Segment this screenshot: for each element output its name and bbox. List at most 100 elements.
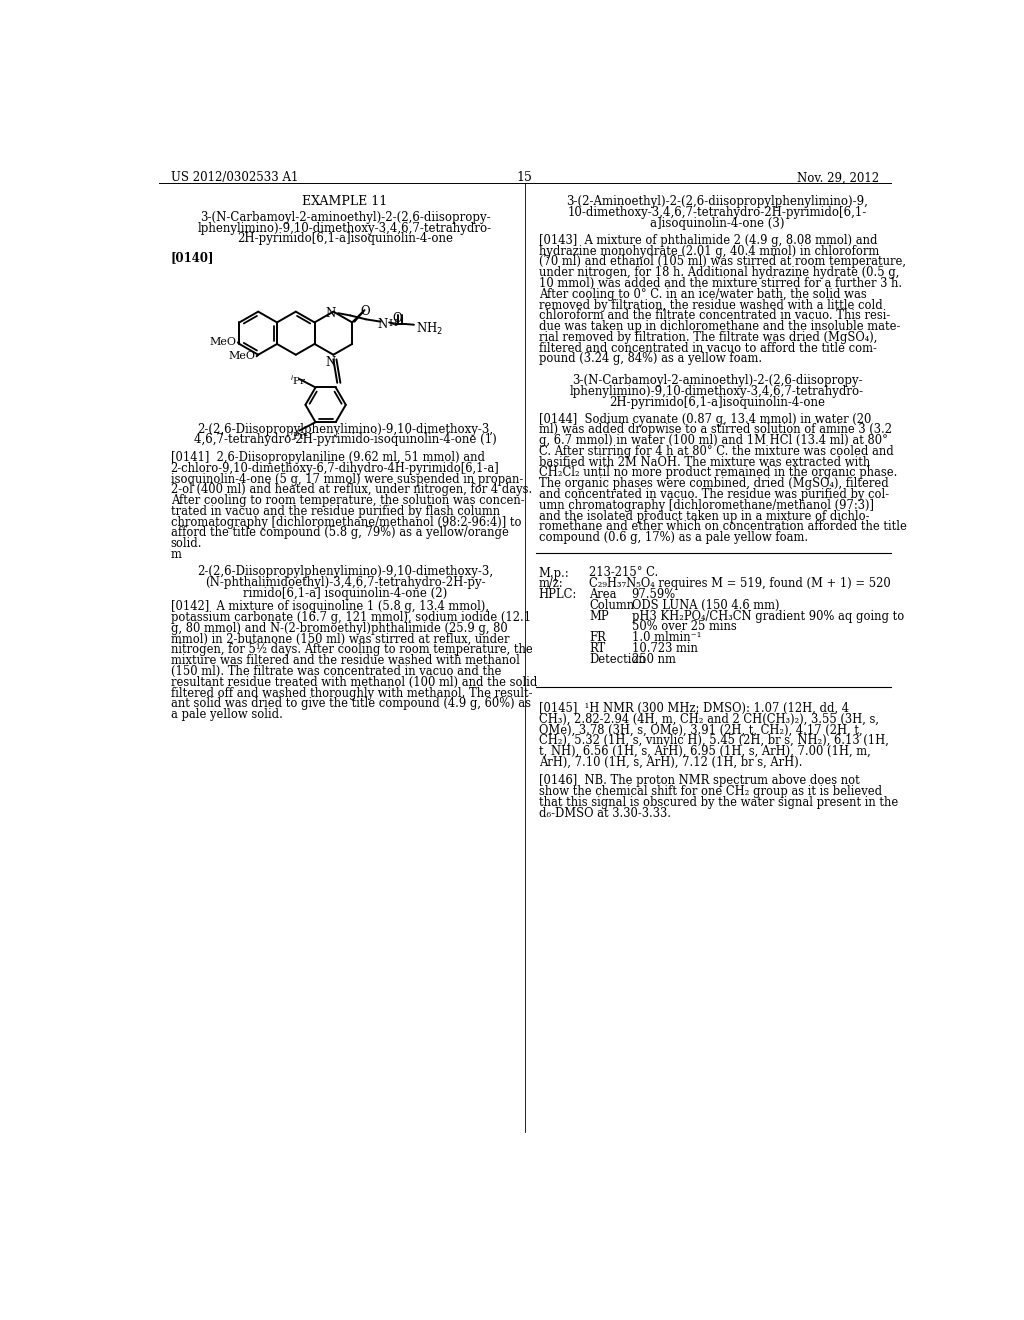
Text: m: m — [171, 548, 181, 561]
Text: pH3 KH₂PO₄/CH₃CN gradient 90% aq going to: pH3 KH₂PO₄/CH₃CN gradient 90% aq going t… — [632, 610, 904, 623]
Text: 4,6,7-tetrahydro-2H-pyrimido-isoquinolin-4-one (1): 4,6,7-tetrahydro-2H-pyrimido-isoquinolin… — [194, 433, 497, 446]
Text: a]isoquinolin-4-one (3): a]isoquinolin-4-one (3) — [650, 216, 784, 230]
Text: hydrazine monohydrate (2.01 g, 40.4 mmol) in chloroform: hydrazine monohydrate (2.01 g, 40.4 mmol… — [539, 244, 879, 257]
Text: [0142]  A mixture of isoquinoline 1 (5.8 g, 13.4 mmol),: [0142] A mixture of isoquinoline 1 (5.8 … — [171, 601, 488, 614]
Text: chromatography [dichloromethane/methanol (98:2-96:4)] to: chromatography [dichloromethane/methanol… — [171, 516, 521, 529]
Text: isoquinolin-4-one (5 g, 17 mmol) were suspended in propan-: isoquinolin-4-one (5 g, 17 mmol) were su… — [171, 473, 523, 486]
Text: mmol) in 2-butanone (150 ml) was stirred at reflux, under: mmol) in 2-butanone (150 ml) was stirred… — [171, 632, 509, 645]
Text: filtered and concentrated in vacuo to afford the title com-: filtered and concentrated in vacuo to af… — [539, 342, 877, 355]
Text: [0144]  Sodium cyanate (0.87 g, 13.4 mmol) in water (20: [0144] Sodium cyanate (0.87 g, 13.4 mmol… — [539, 412, 871, 425]
Text: basified with 2M NaOH. The mixture was extracted with: basified with 2M NaOH. The mixture was e… — [539, 455, 870, 469]
Text: rimido[6,1-a] isoquinolin-4-one (2): rimido[6,1-a] isoquinolin-4-one (2) — [243, 586, 447, 599]
Text: g, 6.7 mmol) in water (100 ml) and 1M HCl (13.4 ml) at 80°: g, 6.7 mmol) in water (100 ml) and 1M HC… — [539, 434, 888, 447]
Text: NH$_2$: NH$_2$ — [416, 321, 442, 337]
Text: (N-phthalimidoethyl)-3,4,6,7-tetrahydro-2H-py-: (N-phthalimidoethyl)-3,4,6,7-tetrahydro-… — [205, 576, 485, 589]
Text: C₂₉H₃₇N₅O₄ requires M = 519, found (M + 1) = 520: C₂₉H₃₇N₅O₄ requires M = 519, found (M + … — [589, 577, 891, 590]
Text: rial removed by filtration. The filtrate was dried (MgSO₄),: rial removed by filtration. The filtrate… — [539, 331, 878, 345]
Text: [0141]  2,6-Diisopropylaniline (9.62 ml, 51 mmol) and: [0141] 2,6-Diisopropylaniline (9.62 ml, … — [171, 451, 484, 465]
Text: nitrogen, for 5½ days. After cooling to room temperature, the: nitrogen, for 5½ days. After cooling to … — [171, 644, 532, 656]
Text: 2-(2,6-Diisopropylphenylimino)-9,10-dimethoxy-3,: 2-(2,6-Diisopropylphenylimino)-9,10-dime… — [197, 422, 494, 436]
Text: The organic phases were combined, dried (MgSO₄), filtered: The organic phases were combined, dried … — [539, 478, 889, 490]
Text: romethane and ether which on concentration afforded the title: romethane and ether which on concentrati… — [539, 520, 906, 533]
Text: C. After stirring for 4 h at 80° C. the mixture was cooled and: C. After stirring for 4 h at 80° C. the … — [539, 445, 894, 458]
Text: After cooling to 0° C. in an ice/water bath, the solid was: After cooling to 0° C. in an ice/water b… — [539, 288, 866, 301]
Text: due was taken up in dichloromethane and the insoluble mate-: due was taken up in dichloromethane and … — [539, 321, 900, 333]
Text: Column: Column — [589, 599, 634, 612]
Text: ant solid was dried to give the title compound (4.9 g, 60%) as: ant solid was dried to give the title co… — [171, 697, 530, 710]
Text: Nov. 29, 2012: Nov. 29, 2012 — [797, 172, 879, 185]
Text: MeO: MeO — [209, 337, 237, 347]
Text: M.p.:: M.p.: — [539, 566, 569, 579]
Text: g, 80 mmol) and N-(2-bromoethyl)phthalimide (25.9 g, 80: g, 80 mmol) and N-(2-bromoethyl)phthalim… — [171, 622, 507, 635]
Text: solid.: solid. — [171, 537, 202, 550]
Text: compound (0.6 g, 17%) as a pale yellow foam.: compound (0.6 g, 17%) as a pale yellow f… — [539, 531, 808, 544]
Text: O: O — [392, 312, 401, 325]
Text: 3-(N-Carbamoyl-2-aminoethyl)-2-(2,6-diisopropy-: 3-(N-Carbamoyl-2-aminoethyl)-2-(2,6-diis… — [571, 374, 862, 387]
Text: removed by filtration, the residue washed with a little cold: removed by filtration, the residue washe… — [539, 298, 883, 312]
Text: ml) was added dropwise to a stirred solution of amine 3 (3.2: ml) was added dropwise to a stirred solu… — [539, 424, 892, 437]
Text: filtered off and washed thoroughly with methanol. The result-: filtered off and washed thoroughly with … — [171, 686, 532, 700]
Text: N: N — [326, 308, 336, 319]
Text: under nitrogen, for 18 h. Additional hydrazine hydrate (0.5 g,: under nitrogen, for 18 h. Additional hyd… — [539, 267, 899, 280]
Text: umn chromatography [dichloromethane/methanol (97:3)]: umn chromatography [dichloromethane/meth… — [539, 499, 873, 512]
Text: FR: FR — [589, 631, 606, 644]
Text: $^i$Pr: $^i$Pr — [290, 428, 306, 442]
Text: 10.723 min: 10.723 min — [632, 642, 697, 655]
Text: 2-(2,6-Diisopropylphenylimino)-9,10-dimethoxy-3,: 2-(2,6-Diisopropylphenylimino)-9,10-dime… — [197, 565, 494, 578]
Text: (70 ml) and ethanol (105 ml) was stirred at room temperature,: (70 ml) and ethanol (105 ml) was stirred… — [539, 256, 906, 268]
Text: ODS LUNA (150 4.6 mm): ODS LUNA (150 4.6 mm) — [632, 599, 779, 612]
Text: d₆-DMSO at 3.30-3.33.: d₆-DMSO at 3.30-3.33. — [539, 807, 671, 820]
Text: ArH), 7.10 (1H, s, ArH), 7.12 (1H, br s, ArH).: ArH), 7.10 (1H, s, ArH), 7.12 (1H, br s,… — [539, 756, 802, 770]
Text: 50% over 25 mins: 50% over 25 mins — [632, 620, 736, 634]
Text: a pale yellow solid.: a pale yellow solid. — [171, 708, 283, 721]
Text: 1.0 mlmin⁻¹: 1.0 mlmin⁻¹ — [632, 631, 701, 644]
Text: 10-dimethoxy-3,4,6,7-tetrahydro-2H-pyrimido[6,1-: 10-dimethoxy-3,4,6,7-tetrahydro-2H-pyrim… — [567, 206, 866, 219]
Text: [0145]  ¹H NMR (300 MHz; DMSO): 1.07 (12H, dd, 4: [0145] ¹H NMR (300 MHz; DMSO): 1.07 (12H… — [539, 702, 849, 715]
Text: lphenylimino)-9,10-dimethoxy-3,4,6,7-tetrahydro-: lphenylimino)-9,10-dimethoxy-3,4,6,7-tet… — [198, 222, 493, 235]
Text: OMe), 3.78 (3H, s, OMe), 3.91 (2H, t, CH₂), 4.17 (2H, t,: OMe), 3.78 (3H, s, OMe), 3.91 (2H, t, CH… — [539, 723, 862, 737]
Text: MeO: MeO — [228, 351, 255, 360]
Text: trated in vacuo and the residue purified by flash column: trated in vacuo and the residue purified… — [171, 506, 500, 517]
Text: US 2012/0302533 A1: US 2012/0302533 A1 — [171, 172, 298, 185]
Text: CH₂), 5.32 (1H, s, vinylic H), 5.45 (2H, br s, NH₂), 6.13 (1H,: CH₂), 5.32 (1H, s, vinylic H), 5.45 (2H,… — [539, 734, 889, 747]
Text: lphenylimino)-9,10-dimethoxy-3,4,6,7-tetrahydro-: lphenylimino)-9,10-dimethoxy-3,4,6,7-tet… — [570, 385, 864, 397]
Text: 3-(2-Aminoethyl)-2-(2,6-diisopropylphenylimino)-9,: 3-(2-Aminoethyl)-2-(2,6-diisopropylpheny… — [566, 195, 868, 209]
Text: and concentrated in vacuo. The residue was purified by col-: and concentrated in vacuo. The residue w… — [539, 488, 889, 502]
Text: 2-chloro-9,10-dimethoxy-6,7-dihydro-4H-pyrimido[6,1-a]: 2-chloro-9,10-dimethoxy-6,7-dihydro-4H-p… — [171, 462, 500, 475]
Text: 10 mmol) was added and the mixture stirred for a further 3 h.: 10 mmol) was added and the mixture stirr… — [539, 277, 902, 290]
Text: mixture was filtered and the residue washed with methanol: mixture was filtered and the residue was… — [171, 655, 519, 668]
Text: N: N — [326, 356, 336, 370]
Text: 2H-pyrimido[6,1-a]isoquinolin-4-one: 2H-pyrimido[6,1-a]isoquinolin-4-one — [609, 396, 825, 409]
Text: EXAMPLE 11: EXAMPLE 11 — [302, 195, 388, 209]
Text: show the chemical shift for one CH₂ group as it is believed: show the chemical shift for one CH₂ grou… — [539, 785, 882, 799]
Text: 2-ol (400 ml) and heated at reflux, under nitrogen, for 4 days.: 2-ol (400 ml) and heated at reflux, unde… — [171, 483, 531, 496]
Text: [0140]: [0140] — [171, 251, 214, 264]
Text: RT: RT — [589, 642, 605, 655]
Text: [0143]  A mixture of phthalimide 2 (4.9 g, 8.08 mmol) and: [0143] A mixture of phthalimide 2 (4.9 g… — [539, 234, 878, 247]
Text: afford the title compound (5.8 g, 79%) as a yellow/orange: afford the title compound (5.8 g, 79%) a… — [171, 527, 509, 540]
Text: pound (3.24 g, 84%) as a yellow foam.: pound (3.24 g, 84%) as a yellow foam. — [539, 352, 762, 366]
Text: 97.59%: 97.59% — [632, 589, 676, 601]
Text: H: H — [388, 319, 397, 329]
Text: 2H-pyrimido[6,1-a]isoquinolin-4-one: 2H-pyrimido[6,1-a]isoquinolin-4-one — [237, 232, 453, 246]
Text: 213-215° C.: 213-215° C. — [589, 566, 658, 579]
Text: and the isolated product taken up in a mixture of dichlo-: and the isolated product taken up in a m… — [539, 510, 869, 523]
Text: t, NH), 6.56 (1H, s, ArH), 6.95 (1H, s, ArH), 7.00 (1H, m,: t, NH), 6.56 (1H, s, ArH), 6.95 (1H, s, … — [539, 744, 870, 758]
Text: After cooling to room temperature, the solution was concen-: After cooling to room temperature, the s… — [171, 494, 524, 507]
Text: Detection: Detection — [589, 653, 646, 665]
Text: CH₂Cl₂ until no more product remained in the organic phase.: CH₂Cl₂ until no more product remained in… — [539, 466, 897, 479]
Text: 15: 15 — [517, 172, 532, 185]
Text: Area: Area — [589, 589, 616, 601]
Text: 250 nm: 250 nm — [632, 653, 676, 665]
Text: O: O — [360, 305, 370, 318]
Text: that this signal is obscured by the water signal present in the: that this signal is obscured by the wate… — [539, 796, 898, 809]
Text: CH₃), 2.82-2.94 (4H, m, CH₂ and 2 CH(CH₃)₂), 3.55 (3H, s,: CH₃), 2.82-2.94 (4H, m, CH₂ and 2 CH(CH₃… — [539, 713, 879, 726]
Text: N: N — [378, 318, 388, 331]
Text: 3-(N-Carbamoyl-2-aminoethyl)-2-(2,6-diisopropy-: 3-(N-Carbamoyl-2-aminoethyl)-2-(2,6-diis… — [200, 211, 490, 224]
Text: m/z:: m/z: — [539, 577, 563, 590]
Text: chloroform and the filtrate concentrated in vacuo. This resi-: chloroform and the filtrate concentrated… — [539, 309, 890, 322]
Text: MP: MP — [589, 610, 608, 623]
Text: (150 ml). The filtrate was concentrated in vacuo and the: (150 ml). The filtrate was concentrated … — [171, 665, 501, 678]
Text: HPLC:: HPLC: — [539, 589, 577, 601]
Text: resultant residue treated with methanol (100 ml) and the solid: resultant residue treated with methanol … — [171, 676, 537, 689]
